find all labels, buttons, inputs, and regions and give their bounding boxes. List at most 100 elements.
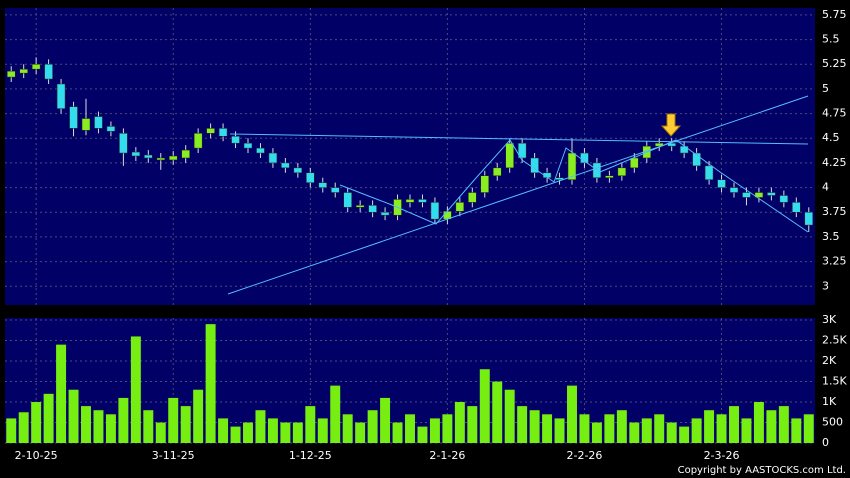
- volume-bar: [118, 397, 129, 443]
- volume-bar: [193, 389, 204, 443]
- volume-bar: [454, 402, 465, 443]
- candle-body: [306, 172, 315, 183]
- volume-bar: [803, 414, 814, 443]
- candle-body: [268, 152, 278, 164]
- candle-body: [193, 133, 203, 149]
- x-tick-label: 2-10-25: [15, 449, 58, 462]
- volume-bar: [616, 410, 627, 443]
- volume-bar: [517, 406, 528, 443]
- volume-bar: [267, 418, 278, 443]
- candle-body: [505, 142, 514, 169]
- volume-bar: [243, 422, 253, 443]
- volume-bar: [567, 385, 577, 443]
- candle-body: [704, 165, 714, 180]
- candle-body: [206, 128, 215, 134]
- y-tick-label: 4: [822, 181, 829, 194]
- volume-tick-label: 2.5K: [822, 334, 847, 347]
- volume-bar: [579, 414, 590, 443]
- candle-body: [243, 142, 253, 149]
- volume-bar: [355, 422, 366, 443]
- volume-bar: [367, 410, 378, 443]
- volume-bar: [529, 410, 540, 443]
- volume-bar: [155, 422, 166, 443]
- y-tick-label: 3.25: [822, 255, 847, 268]
- y-tick-label: 5.5: [822, 33, 840, 46]
- volume-bar: [641, 418, 652, 443]
- volume-bar: [691, 418, 702, 443]
- candle-body: [293, 167, 303, 174]
- candle-body: [94, 116, 103, 129]
- volume-bar: [778, 406, 789, 443]
- volume-bar: [479, 369, 490, 443]
- candle-body: [679, 145, 689, 154]
- volume-bar: [417, 426, 428, 443]
- volume-bar: [442, 414, 453, 443]
- candle-body: [318, 182, 328, 188]
- volume-bar: [255, 410, 266, 443]
- volume-tick-label: 0: [822, 436, 829, 449]
- volume-bar: [405, 414, 415, 443]
- candle-body: [355, 205, 365, 208]
- candle-body: [368, 205, 377, 213]
- volume-bar: [704, 410, 715, 443]
- volume-bar: [753, 402, 764, 443]
- candle-body: [343, 192, 352, 208]
- y-tick-label: 5: [822, 82, 829, 95]
- candle-body: [380, 211, 390, 216]
- marks: [6, 57, 814, 443]
- candle-body: [430, 202, 440, 220]
- candle-body: [480, 175, 490, 193]
- y-tick-label: 5.25: [822, 57, 847, 70]
- labels: 3 3.25 3.5 3.75 4 4.25 4.5 4.75 5 5.25 5.5 5.75 0 500…: [15, 8, 848, 462]
- trend-lines: [227, 95, 809, 295]
- candle-body: [767, 192, 776, 196]
- candle-body: [804, 211, 814, 226]
- candle-body: [617, 167, 627, 176]
- volume-bar: [130, 336, 141, 443]
- volume-bar: [629, 422, 640, 443]
- volume-bar: [654, 414, 665, 443]
- candle-body: [455, 202, 465, 212]
- copyright: Copyright by AASTOCKS.com Ltd.: [678, 465, 846, 476]
- y-tick-label: 3.5: [822, 230, 840, 243]
- candle-body: [281, 162, 290, 169]
- candle-body: [779, 195, 789, 203]
- volume-bar: [591, 422, 602, 443]
- volume-tick-label: 2K: [822, 354, 837, 367]
- volume-bar: [554, 418, 565, 443]
- candle-body: [106, 126, 116, 132]
- volume-bar: [330, 385, 341, 443]
- volume-bar: [542, 414, 553, 443]
- volume-bar: [105, 414, 116, 443]
- volume-bar: [143, 410, 154, 443]
- candle-body: [754, 192, 764, 198]
- y-tick-label: 4.5: [822, 131, 840, 144]
- volume-bar: [180, 406, 191, 443]
- candle-body: [729, 187, 739, 193]
- volume-bar: [205, 324, 216, 443]
- volume-bar: [218, 418, 229, 443]
- signal-arrow: [660, 113, 682, 137]
- x-tick-label: 3-11-25: [152, 449, 195, 462]
- volume-tick-label: 500: [822, 416, 843, 429]
- candle-body: [168, 155, 178, 161]
- candle-body: [31, 63, 41, 70]
- price-panel: [5, 8, 815, 305]
- volume-bar: [666, 422, 677, 443]
- volume-bar: [679, 426, 690, 443]
- candle-body: [492, 167, 502, 176]
- candle-body: [468, 192, 477, 203]
- volume-bar: [230, 426, 241, 443]
- volume-bar: [317, 418, 328, 443]
- candle-body: [81, 118, 91, 131]
- volume-bar: [93, 410, 104, 443]
- volume-bar: [280, 422, 291, 443]
- trend-line: [229, 133, 809, 145]
- candle-body: [256, 147, 265, 154]
- volume-tick-label: 1.5K: [822, 375, 847, 388]
- volume-bar: [392, 422, 403, 443]
- candle-body: [630, 157, 639, 169]
- candle-body: [330, 187, 340, 193]
- volume-bar: [342, 414, 353, 443]
